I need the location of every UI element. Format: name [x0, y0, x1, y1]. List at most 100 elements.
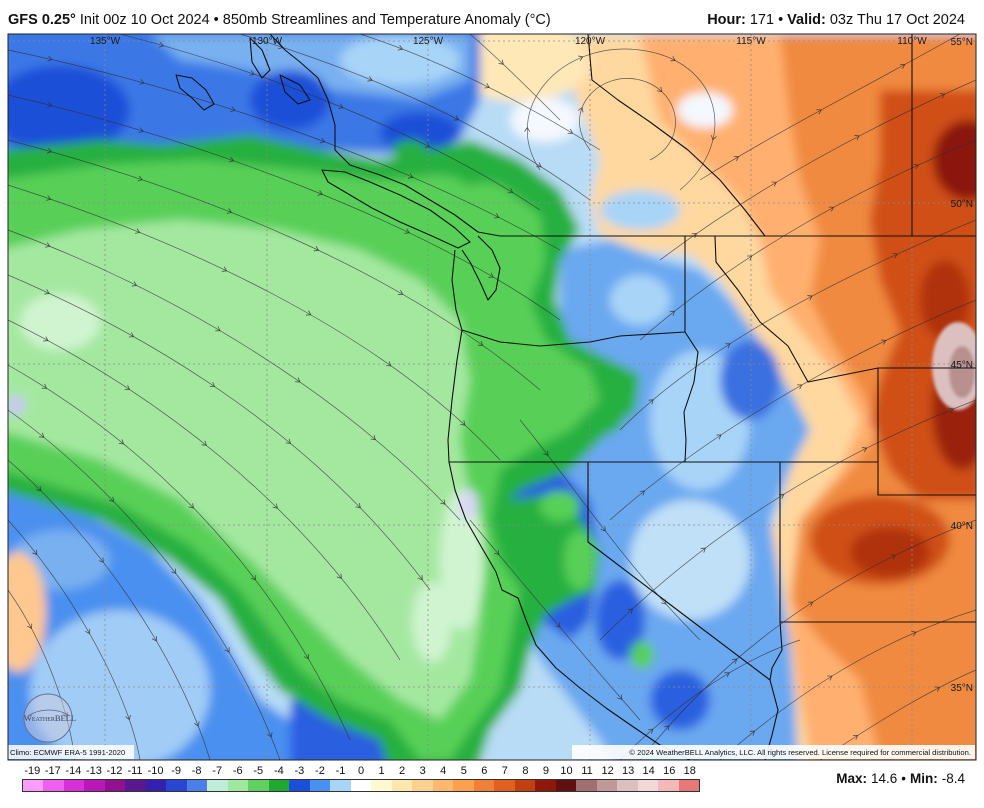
streamline-arrow: [201, 440, 207, 446]
run-description: Init 00z 10 Oct 2024 • 850mb Streamlines…: [79, 12, 551, 28]
colorbar-label: 12: [601, 765, 614, 777]
streamline-arrow: [578, 55, 584, 62]
streamline-arrow: [617, 694, 623, 700]
streamline-arrow: [319, 137, 326, 144]
colorbar-label: 9: [542, 765, 549, 777]
streamline-arrow: [303, 654, 309, 660]
colorbar-swatch: [43, 780, 64, 791]
colorbar-swatch: [371, 780, 392, 791]
colorbar-swatch: [289, 780, 310, 791]
streamline-arrow: [453, 115, 460, 121]
streamline-arrow: [226, 208, 233, 214]
streamline-arrow: [397, 289, 404, 295]
streamline-arrow: [861, 447, 868, 453]
colorbar-label: 11: [581, 765, 593, 777]
cool-anomaly-patch: [610, 275, 670, 325]
streamline-arrow: [934, 686, 941, 692]
colorbar-swatch: [494, 780, 515, 791]
strong-warm-anomaly-core: [920, 260, 970, 340]
colorbar-swatch: [248, 780, 269, 791]
streamline-arrow: [43, 336, 49, 342]
cool-anomaly-patch: [30, 610, 210, 760]
streamline-arrow: [171, 568, 177, 574]
colorbar-label: -2: [315, 765, 325, 777]
forecast-time: Hour: 171 • Valid: 03z Thu 17 Oct 2024: [707, 11, 965, 29]
streamline-arrow: [484, 83, 490, 89]
streamline: [619, 219, 976, 431]
streamline-arrow: [32, 549, 38, 556]
colorbar-labels: -19 -17 -14 -13 -12 -11 -10 -9 -8 -7 -6 -5 -4 -3 -2 -1 0…: [22, 764, 700, 778]
streamline-arrow: [27, 623, 33, 630]
model-name: GFS 0.25°: [8, 12, 76, 28]
province-border: [587, 34, 766, 237]
streamline-arrow: [670, 56, 676, 62]
streamline-arrow: [657, 86, 663, 93]
streamline-arrow: [939, 93, 946, 99]
coastline: [269, 34, 501, 237]
colorbar-swatch: [535, 780, 556, 791]
min-value: -8.4: [941, 771, 965, 786]
colorbar-swatch: [227, 780, 249, 791]
colorbar-swatch: [412, 780, 433, 791]
streamline-arrow: [85, 628, 91, 635]
colorbar-label: -17: [44, 765, 61, 777]
streamline-arrow: [397, 44, 404, 51]
colorbar-swatch: [186, 780, 208, 791]
green-anomaly-patch: [586, 406, 622, 434]
latitude-label: 35°N: [951, 683, 973, 694]
streamline-arrow: [577, 107, 584, 113]
streamline-arrow: [134, 228, 141, 234]
strong-warm-anomaly-core: [850, 527, 930, 577]
map-title: GFS 0.25° Init 00z 10 Oct 2024 • 850mb St…: [8, 11, 551, 29]
streamline-arrow: [716, 434, 722, 440]
colorbar-swatch: [330, 780, 351, 791]
streamline-arrow: [771, 181, 777, 187]
streamline: [8, 229, 461, 521]
max-label: Max:: [836, 771, 867, 786]
streamline-arrow: [710, 135, 717, 141]
colorbar-label: 13: [622, 765, 635, 777]
streamline-arrow: [881, 339, 887, 345]
streamline-arrow: [228, 156, 235, 163]
valid-value: 03z Thu 17 Oct 2024: [829, 12, 965, 28]
colorbar-swatch: [596, 780, 618, 791]
green-anomaly-patch: [458, 167, 486, 185]
state-border: [764, 621, 783, 760]
streamline-arrow: [899, 63, 906, 69]
streamline: [8, 519, 141, 760]
streamline-arrow: [664, 725, 670, 731]
colorbar-swatch: [473, 780, 495, 791]
hour-label: Hour:: [707, 12, 746, 28]
streamline-arrow: [948, 407, 954, 414]
streamline-arrow: [567, 128, 574, 134]
streamline-arrow: [125, 714, 131, 721]
streamline-arrow: [747, 255, 753, 261]
streamline-arrow: [272, 503, 278, 509]
streamline-arrow: [524, 126, 531, 132]
colorbar-swatch: [166, 780, 187, 791]
streamline-arrow: [131, 281, 138, 287]
streamline-arrow: [460, 420, 466, 426]
state-border: [587, 462, 771, 681]
cool-anomaly-patch: [600, 190, 680, 230]
colorbar-swatch: [309, 780, 331, 791]
streamline: [8, 139, 541, 391]
streamline-arrow: [138, 127, 144, 134]
colorbar-swatch: [104, 780, 126, 791]
cold-anomaly-patch: [250, 70, 330, 130]
green-anomaly-patch: [564, 530, 596, 590]
streamline-arrow: [543, 450, 549, 456]
streamline-arrow: [44, 289, 50, 295]
green-anomaly-light-patch: [20, 294, 100, 350]
streamline-arrow: [816, 109, 822, 115]
streamline-arrow: [36, 485, 42, 492]
streamline-arrow: [221, 266, 228, 272]
streamline-arrow: [47, 55, 53, 62]
streamline: [469, 519, 641, 721]
streamline-arrow: [47, 101, 53, 108]
colorbar-label: -14: [65, 765, 82, 777]
streamline-arrow: [669, 310, 676, 316]
streamline-arrow: [118, 439, 125, 445]
streamline: [8, 94, 561, 321]
